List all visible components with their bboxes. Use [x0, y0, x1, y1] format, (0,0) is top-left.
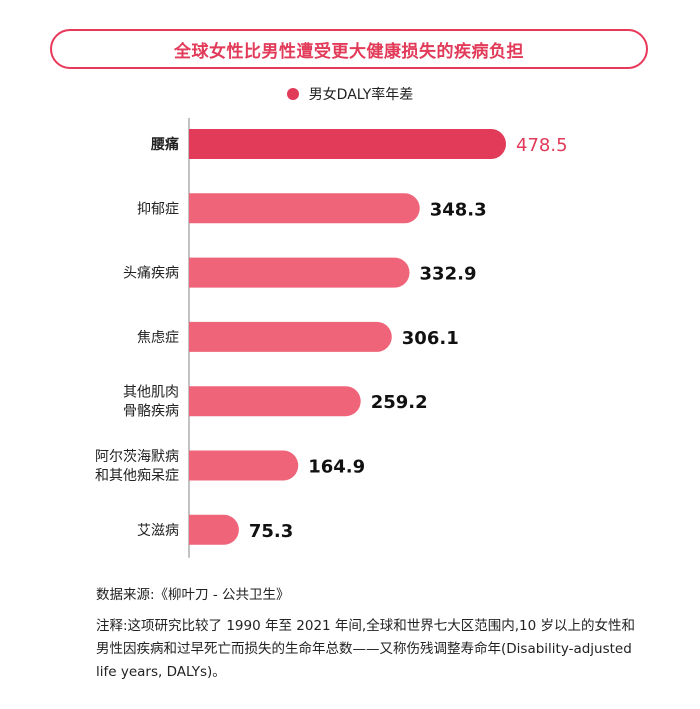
value-label: 332.9 [420, 264, 477, 285]
category-label: 艾滋病 [137, 523, 179, 539]
bar [189, 386, 361, 417]
bar-chart: 腰痛 478.5 抑郁症 348.3 头痛疾病 332.9 焦虑症 306.1 其他肌肉骨骼疾病… [95, 118, 568, 558]
note-text: 注释:这项研究比较了 1990 年至 2021 年间,全球和世界七大区范围内,1… [96, 618, 635, 680]
bar [189, 193, 420, 224]
source-text: 数据来源:《柳叶刀 - 公共卫生》 [96, 587, 290, 603]
bar [189, 514, 239, 545]
value-label: 478.5 [516, 135, 568, 156]
value-label: 164.9 [308, 457, 365, 478]
title-banner: 全球女性比男性遭受更大健康损失的疾病负担 [50, 29, 648, 69]
legend-dot-icon [286, 88, 299, 100]
legend-label: 男女DALY率年差 [308, 87, 414, 103]
category-label: 其他肌肉骨骼疾病 [123, 385, 179, 420]
category-label: 焦虑症 [137, 330, 179, 346]
bar [189, 129, 506, 159]
bar [189, 321, 392, 352]
value-label: 306.1 [402, 328, 459, 349]
category-label: 阿尔茨海默病和其他痴呆症 [95, 449, 179, 484]
value-label: 75.3 [249, 521, 293, 542]
value-label: 259.2 [371, 392, 428, 413]
value-label: 348.3 [430, 199, 487, 220]
category-label: 抑郁症 [137, 201, 179, 217]
bar [189, 257, 410, 288]
chart-title: 全球女性比男性遭受更大健康损失的疾病负担 [174, 41, 524, 62]
category-label: 头痛疾病 [123, 265, 179, 282]
legend: 男女DALY率年差 [0, 84, 700, 104]
category-label: 腰痛 [150, 136, 179, 153]
bar [189, 450, 299, 481]
